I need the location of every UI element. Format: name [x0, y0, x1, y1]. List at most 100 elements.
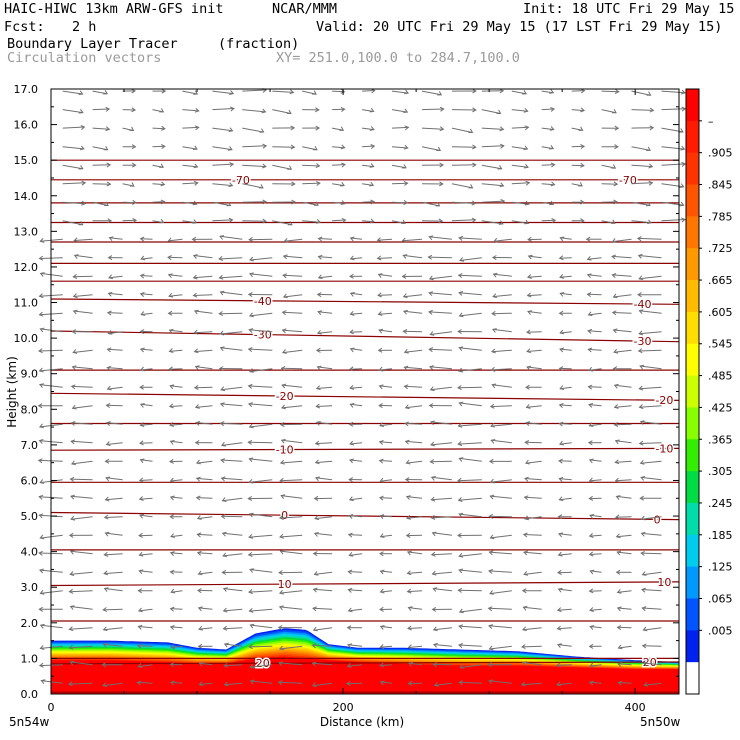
wind-vector-head: [401, 219, 406, 224]
wind-vector-head: [489, 403, 495, 409]
wind-vector: [315, 460, 333, 464]
wind-vector: [318, 275, 333, 279]
wind-vector-head: [139, 366, 145, 372]
wind-vector-head: [312, 626, 318, 632]
wind-vector-head: [376, 255, 382, 261]
wind-vector-head: [433, 682, 439, 687]
wind-vector: [272, 220, 293, 226]
wind-vector-head: [527, 236, 532, 242]
wind-vector-head: [403, 348, 409, 354]
wind-vector-head: [220, 441, 226, 447]
y-tick-label: 6.0: [21, 474, 39, 487]
wind-vector: [170, 440, 183, 444]
wind-vector: [316, 405, 333, 407]
wind-vector-head: [348, 514, 354, 519]
wind-vector: [559, 442, 572, 445]
wind-vector: [249, 312, 273, 317]
wind-vector: [350, 257, 363, 260]
wind-vector: [350, 442, 363, 445]
wind-vector: [315, 442, 333, 445]
wind-vector: [377, 257, 393, 259]
wind-vector-head: [524, 440, 530, 446]
wind-vector: [92, 201, 109, 206]
wind-vector-head: [558, 532, 564, 538]
wind-vector-head: [377, 292, 382, 298]
wind-vector: [612, 255, 632, 259]
wind-vector: [559, 460, 572, 462]
wind-vector: [557, 608, 572, 611]
wind-vector: [249, 238, 273, 241]
wind-vector-head: [106, 310, 112, 316]
wind-vector-head: [248, 236, 254, 242]
wind-vector: [430, 331, 452, 335]
wind-vector: [571, 109, 585, 112]
wind-vector-head: [370, 144, 376, 149]
wind-vector: [62, 164, 83, 170]
wind-vector-head: [612, 366, 618, 372]
wind-vector-head: [468, 128, 474, 133]
colorbar-swatch: [686, 534, 699, 568]
wind-vector: [612, 312, 632, 314]
wind-vector: [661, 108, 686, 111]
wind-vector: [405, 440, 423, 444]
wind-vector-head: [169, 680, 175, 686]
wind-vector: [641, 589, 662, 592]
wind-vector-head: [370, 199, 376, 205]
colorbar-label: .785: [708, 210, 733, 223]
wind-vector-head: [580, 144, 586, 150]
wind-vector-head: [167, 255, 172, 261]
colorbar-swatch: [686, 630, 699, 663]
wind-vector-head: [102, 642, 108, 648]
wind-vector-head: [557, 587, 563, 593]
wind-vector-head: [638, 385, 644, 391]
wind-vector-head: [458, 568, 464, 574]
wind-vector: [248, 348, 273, 351]
wind-vector: [618, 682, 632, 684]
wind-vector: [618, 663, 632, 666]
wind-vector-head: [195, 476, 201, 482]
wind-vector-head: [316, 219, 321, 224]
wind-vector-head: [278, 570, 283, 576]
wind-vector-head: [70, 515, 76, 521]
wind-vector: [481, 109, 501, 114]
field-units: (fraction): [218, 36, 300, 52]
wind-vector: [103, 643, 123, 647]
wind-vector: [559, 404, 572, 407]
wind-vector: [587, 274, 602, 277]
wind-vector-head: [588, 495, 594, 501]
wind-vector: [489, 645, 512, 650]
wind-vector-head: [617, 680, 623, 686]
wind-vector: [197, 552, 213, 555]
wind-vector: [492, 328, 512, 333]
wind-vector-head: [69, 660, 75, 666]
wind-vector: [511, 126, 529, 129]
colorbar: – .905 .845 .785 .725 .665 .605 .545 .485 .425 .36…: [685, 88, 733, 695]
wind-vector-head: [588, 422, 594, 427]
wind-vector: [139, 553, 153, 556]
wind-vector: [315, 516, 333, 520]
wind-vector: [198, 571, 213, 575]
wind-vector-head: [585, 236, 591, 242]
wind-vector-head: [471, 217, 477, 223]
wind-vector-head: [287, 165, 293, 170]
wind-vector-head: [406, 570, 412, 576]
valid-time: Valid: 20 UTC Fri 29 May 15 (17 LST Fri …: [316, 19, 723, 35]
wind-vector: [106, 442, 123, 445]
wind-vector-head: [169, 495, 175, 501]
wind-vector-head: [407, 606, 413, 612]
wind-vector: [590, 626, 602, 629]
wind-vector: [312, 644, 333, 647]
wind-vector: [560, 386, 572, 390]
wind-vector-head: [195, 495, 201, 501]
wind-vector: [194, 386, 213, 389]
wind-vector: [92, 127, 110, 130]
wind-vector: [198, 607, 213, 610]
wind-vector: [314, 532, 333, 536]
wind-vector-head: [500, 199, 506, 204]
wind-vector-head: [280, 365, 286, 372]
x-tick-label: 400: [625, 701, 646, 714]
wind-vector: [489, 551, 512, 555]
wind-vector: [481, 145, 504, 148]
wind-vector-head: [588, 533, 594, 538]
wind-vector-head: [615, 533, 621, 539]
